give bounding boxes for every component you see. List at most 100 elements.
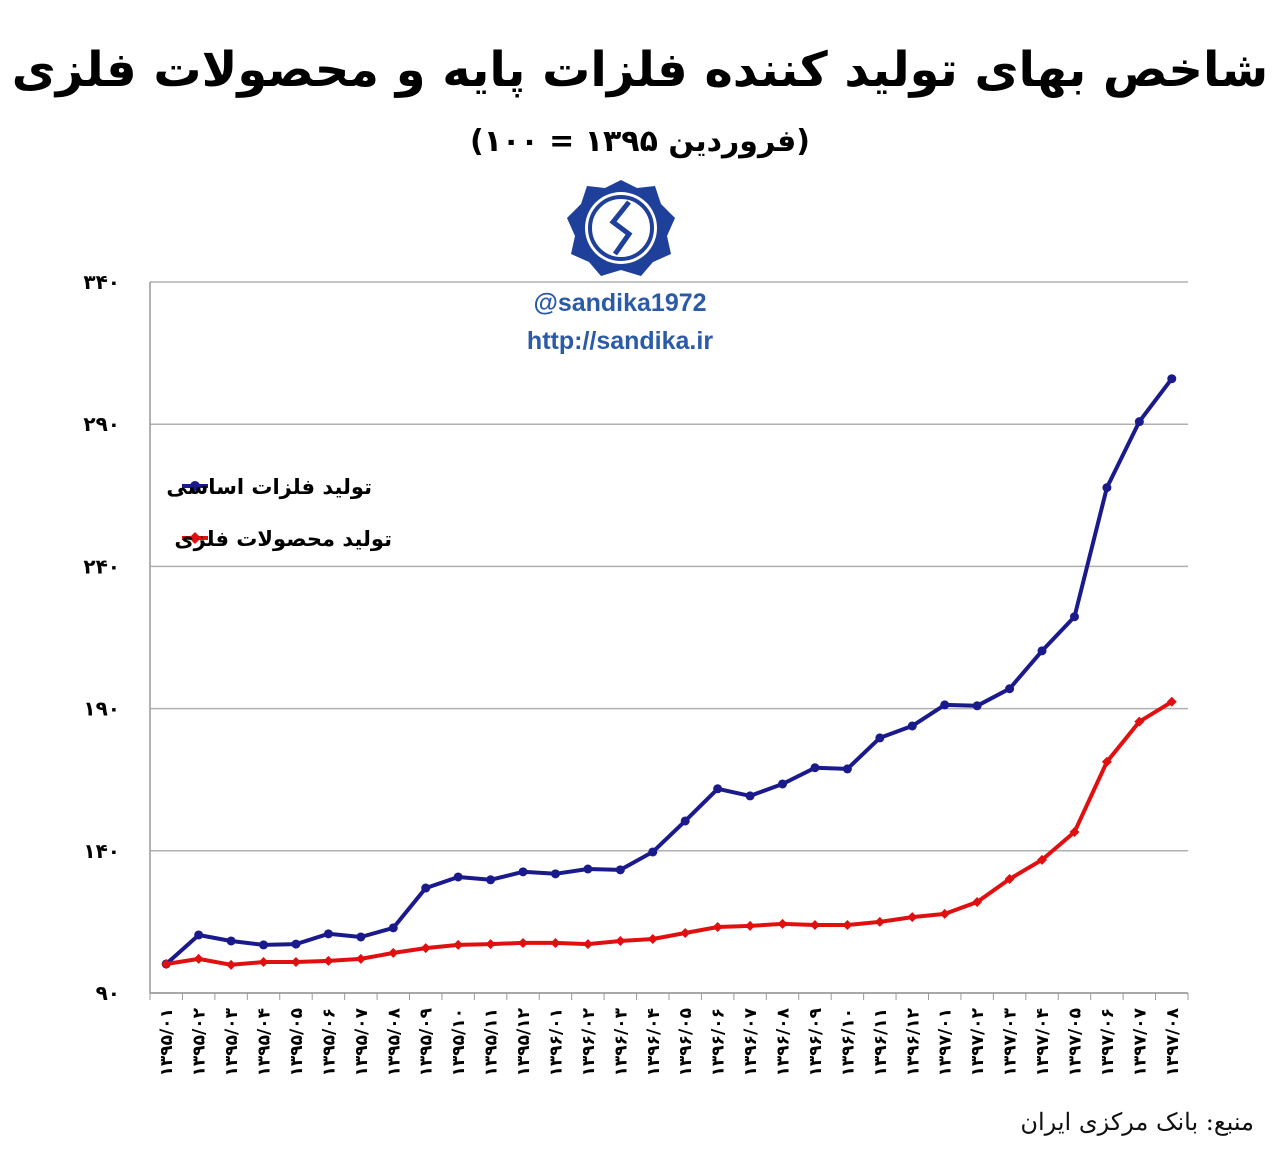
y-tick-label: ۲۴۰ — [83, 554, 120, 578]
x-tick-label: ۱۳۹۶/۱۱ — [871, 1008, 891, 1076]
series-line — [164, 377, 1174, 966]
data-point — [582, 939, 593, 950]
data-point — [1166, 696, 1177, 707]
data-point — [1102, 483, 1112, 493]
legend-marker — [190, 481, 200, 491]
data-point — [939, 908, 950, 919]
data-point — [809, 920, 820, 931]
x-tick-label: ۱۳۹۵/۰۹ — [417, 1007, 437, 1076]
x-tick-label: ۱۳۹۶/۰۲ — [579, 1007, 599, 1076]
series-line — [165, 700, 1173, 967]
data-point — [193, 953, 204, 964]
x-tick-label: ۱۳۹۶/۱۰ — [838, 1008, 858, 1076]
data-point — [842, 920, 853, 931]
data-point — [680, 816, 690, 826]
source-note: منبع: بانک مرکزی ایران — [1020, 1108, 1254, 1136]
data-point — [323, 929, 333, 939]
x-tick-label: ۱۳۹۷/۰۲ — [968, 1007, 988, 1076]
data-point — [1069, 612, 1079, 622]
x-axis: ۱۳۹۵/۰۱ ۱۳۹۵/۰۲ ۱۳۹۵/۰۳ ۱۳۹۵/۰۴ ۱۳۹۵/۰۵ ۱۳۹۵/… — [149, 282, 1189, 1076]
data-point — [161, 958, 172, 969]
x-tick-label: ۱۳۹۷/۰۸ — [1163, 1007, 1183, 1076]
data-point — [940, 700, 950, 710]
legend-label: تولید محصولات فلزی — [174, 527, 392, 551]
x-tick-label: ۱۳۹۷/۰۱ — [936, 1008, 956, 1076]
y-tick-label: ۹۰ — [96, 981, 120, 1005]
legend-marker — [189, 532, 201, 544]
data-point — [680, 927, 691, 938]
x-tick-label: ۱۳۹۵/۱۱ — [482, 1008, 502, 1076]
x-tick-label: ۱۳۹۵/۱۲ — [514, 1007, 534, 1076]
data-point — [1134, 716, 1145, 727]
data-point — [518, 937, 529, 948]
data-point — [1069, 827, 1080, 838]
grid-lines — [150, 281, 1188, 994]
data-point — [713, 784, 723, 794]
data-point — [1167, 374, 1177, 384]
y-tick-label: ۱۹۰ — [83, 697, 120, 721]
data-point — [745, 791, 755, 801]
data-point — [194, 930, 204, 940]
x-tick-label: ۱۳۹۵/۰۴ — [255, 1008, 275, 1076]
data-point — [648, 847, 658, 857]
data-point — [745, 920, 756, 931]
x-tick-label: ۱۳۹۵/۰۵ — [287, 1008, 307, 1076]
data-point — [615, 865, 625, 875]
x-tick-label: ۱۳۹۶/۰۶ — [709, 1008, 729, 1076]
data-point — [778, 779, 788, 789]
x-tick-label: ۱۳۹۶/۰۷ — [741, 1007, 761, 1076]
data-point — [226, 959, 237, 970]
data-point — [647, 933, 658, 944]
y-tick-label: ۳۴۰ — [83, 270, 120, 294]
x-tick-label: ۱۳۹۶/۱۲ — [903, 1007, 923, 1076]
data-point — [907, 912, 918, 923]
x-tick-label: ۱۳۹۶/۰۱ — [546, 1008, 566, 1076]
x-tick-label: ۱۳۹۷/۰۷ — [1130, 1007, 1150, 1076]
data-point — [388, 923, 398, 933]
chart-subtitle: (فروردین ۱۳۹۵ = ۱۰۰) — [470, 124, 810, 159]
x-tick-label: ۱۳۹۵/۰۸ — [384, 1007, 404, 1076]
y-tick-label: ۱۴۰ — [83, 839, 120, 863]
data-point — [355, 953, 366, 964]
x-tick-label: ۱۳۹۵/۰۱ — [157, 1008, 177, 1076]
data-point — [550, 937, 561, 948]
data-point — [453, 939, 464, 950]
data-point — [1101, 756, 1112, 767]
legend-label: تولید فلزات اساسی — [166, 475, 372, 499]
data-point — [388, 947, 399, 958]
data-point — [1134, 417, 1144, 427]
watermark-handle: @sandika1972 — [533, 289, 707, 317]
x-tick-label: ۱۳۹۷/۰۴ — [1033, 1008, 1053, 1076]
data-point — [874, 916, 885, 927]
data-point — [875, 733, 885, 743]
x-tick-label: ۱۳۹۶/۰۴ — [644, 1008, 664, 1076]
data-point — [518, 867, 528, 877]
x-tick-label: ۱۳۹۶/۰۸ — [774, 1007, 794, 1076]
data-point — [972, 701, 982, 711]
watermark-url: http://sandika.ir — [526, 327, 714, 355]
y-tick-label: ۲۹۰ — [83, 412, 120, 436]
x-tick-label: ۱۳۹۶/۰۹ — [806, 1007, 826, 1076]
data-point — [291, 939, 301, 949]
data-point — [712, 922, 723, 933]
x-tick-label: ۱۳۹۷/۰۳ — [1001, 1007, 1021, 1076]
data-point — [485, 939, 496, 950]
data-point — [258, 957, 269, 968]
x-tick-label: ۱۳۹۷/۰۶ — [1098, 1008, 1118, 1076]
series-lines — [161, 374, 1177, 970]
data-point — [1004, 873, 1015, 884]
x-tick-label: ۱۳۹۵/۰۲ — [190, 1007, 210, 1076]
data-point — [972, 896, 983, 907]
data-point — [420, 943, 431, 954]
data-point — [453, 872, 463, 882]
data-point — [1037, 646, 1047, 656]
x-tick-label: ۱۳۹۶/۰۳ — [611, 1007, 631, 1076]
data-point — [810, 763, 820, 773]
sandika-logo — [567, 180, 675, 276]
data-point — [356, 932, 366, 942]
x-tick-label: ۱۳۹۶/۰۵ — [676, 1008, 696, 1076]
data-point — [226, 936, 236, 946]
x-tick-label: ۱۳۹۵/۱۰ — [449, 1008, 469, 1076]
data-point — [550, 869, 560, 879]
